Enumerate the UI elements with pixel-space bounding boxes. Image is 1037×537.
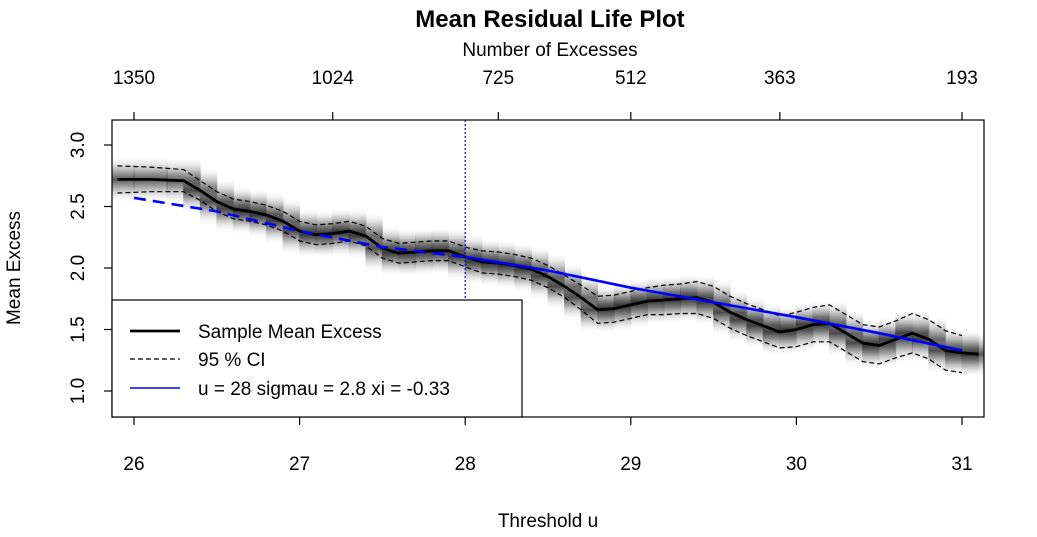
fitted-line <box>464 255 963 352</box>
axes: 26 27 28 29 30 31 1.0 1.5 2.0 2.5 3.0 1350 1024 725 51… <box>68 68 985 475</box>
ci-lower-line <box>117 191 963 374</box>
y-tick-label: 3.0 <box>68 132 89 158</box>
x-tick-label: 28 <box>455 454 476 475</box>
top-tick-label: 1350 <box>113 68 155 89</box>
ci-upper-line <box>117 165 963 337</box>
y-axis-label: Mean Excess <box>4 211 25 325</box>
legend-label: 95 % CI <box>198 350 266 371</box>
chart-title: Mean Residual Life Plot <box>415 6 684 33</box>
plot-area <box>112 120 984 417</box>
x-tick-label: 30 <box>786 454 807 475</box>
legend: Sample Mean Excess 95 % CI u = 28 sigmau =… <box>111 299 523 418</box>
y-tick-label: 1.0 <box>68 378 89 404</box>
x-tick-label: 26 <box>123 454 144 475</box>
legend-box <box>111 299 523 418</box>
legend-label: Sample Mean Excess <box>198 322 382 343</box>
x-tick-label: 29 <box>620 454 641 475</box>
top-tick-label: 512 <box>615 68 647 89</box>
x-axis-label: Threshold u <box>498 511 598 532</box>
top-tick-label: 1024 <box>312 68 355 89</box>
y-tick-label: 2.5 <box>68 193 89 219</box>
sample-mean-excess-line <box>117 177 979 356</box>
x-tick-label: 27 <box>289 454 310 475</box>
top-tick-label: 193 <box>946 68 978 89</box>
top-axis-label: Number of Excesses <box>462 40 637 61</box>
top-tick-label: 363 <box>764 68 796 89</box>
x-tick-label: 31 <box>951 454 972 475</box>
y-tick-label: 2.0 <box>68 255 89 281</box>
legend-label: u = 28 sigmau = 2.8 xi = -0.33 <box>198 379 450 400</box>
top-tick-label: 725 <box>482 68 514 89</box>
y-tick-label: 1.5 <box>68 316 89 342</box>
